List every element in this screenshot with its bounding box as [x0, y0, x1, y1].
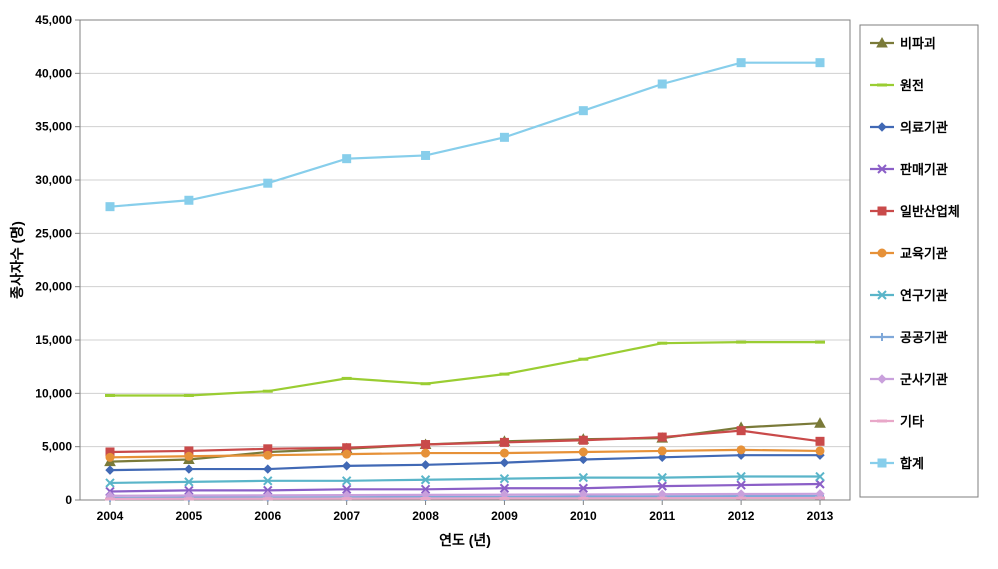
- series-9: [105, 498, 825, 499]
- x-tick-label: 2005: [176, 509, 203, 523]
- legend-item-label: 군사기관: [900, 372, 948, 387]
- y-tick-label: 0: [65, 493, 72, 507]
- legend-item-label: 판매기관: [900, 162, 948, 177]
- y-axis-label: 종사자수 (명): [9, 221, 25, 299]
- legend-item-label: 연구기관: [900, 288, 948, 303]
- legend-item-label: 기타: [900, 414, 924, 429]
- chart-container: 0 5,000 10,000 15,000 20,000 25,000 30,000 35,0…: [0, 0, 998, 569]
- x-tick-label: 2013: [807, 509, 834, 523]
- legend-item-label: 교육기관: [900, 246, 948, 261]
- y-tick-label: 20,000: [35, 280, 72, 294]
- legend-item-label: 원전: [900, 78, 924, 93]
- x-tick-label: 2004: [97, 509, 124, 523]
- legend-item-label: 비파괴: [900, 36, 936, 51]
- y-tick-label: 30,000: [35, 173, 72, 187]
- x-tick-label: 2012: [728, 509, 755, 523]
- x-tick-label: 2011: [649, 509, 675, 523]
- x-tick-label: 2009: [491, 509, 518, 523]
- y-tick-label: 10,000: [35, 386, 72, 400]
- x-tick-label: 2007: [333, 509, 360, 523]
- legend-item-label: 공공기관: [900, 330, 948, 345]
- y-tick-label: 45,000: [35, 13, 72, 27]
- x-tick-label: 2006: [254, 509, 281, 523]
- legend-item-label: 의료기관: [900, 120, 948, 135]
- legend-item-label: 합계: [900, 456, 924, 471]
- y-tick-label: 15,000: [35, 333, 72, 347]
- y-tick-label: 5,000: [42, 440, 72, 454]
- y-tick-label: 35,000: [35, 120, 72, 134]
- y-tick-label: 40,000: [35, 66, 72, 80]
- x-tick-label: 2008: [412, 509, 439, 523]
- x-axis-label: 연도 (년): [439, 532, 491, 548]
- line-chart: 0 5,000 10,000 15,000 20,000 25,000 30,000 35,0…: [0, 0, 998, 569]
- legend-item-label: 일반산업체: [900, 204, 960, 219]
- x-tick-label: 2010: [570, 509, 597, 523]
- y-tick-label: 25,000: [35, 226, 72, 240]
